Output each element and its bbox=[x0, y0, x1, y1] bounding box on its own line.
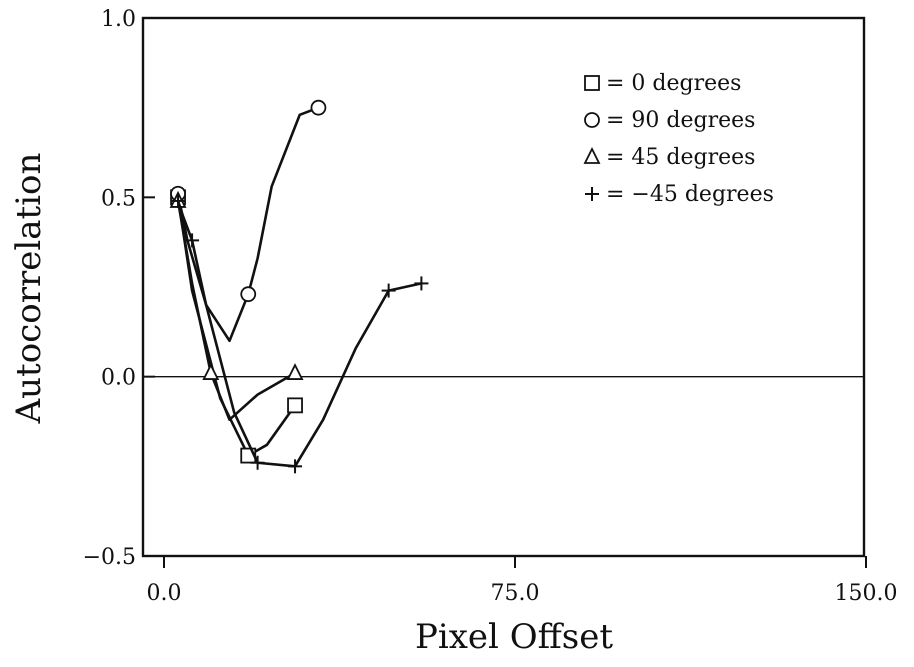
series-triangle bbox=[169, 190, 304, 422]
data-point-triangle bbox=[286, 363, 304, 380]
plot-frame bbox=[141, 16, 866, 558]
series-layer bbox=[169, 99, 429, 474]
data-point-circle bbox=[310, 99, 327, 116]
y-axis-title: Autocorrelation bbox=[9, 153, 49, 425]
legend-marker-square bbox=[584, 75, 600, 91]
series-plus bbox=[171, 193, 429, 474]
series-line-plus bbox=[176, 200, 422, 468]
data-point-plus bbox=[250, 455, 265, 470]
series-line-triangle bbox=[176, 200, 296, 422]
data-point-plus bbox=[185, 233, 200, 248]
data-point-triangle bbox=[202, 363, 220, 380]
legend-marker-triangle bbox=[583, 146, 601, 164]
data-point-plus bbox=[171, 193, 186, 208]
legend-label: = 45 degrees bbox=[606, 145, 755, 170]
x-axis-title: Pixel Offset bbox=[415, 617, 613, 657]
data-point-plus bbox=[414, 276, 429, 291]
legend-marker-plus bbox=[585, 187, 599, 201]
x-tick-label: 150.0 bbox=[835, 581, 898, 606]
data-point-square bbox=[287, 397, 303, 414]
data-point-circle bbox=[240, 286, 257, 303]
legend: = 0 degrees = 90 degrees = 45 degrees = −45… bbox=[583, 71, 774, 207]
data-point-plus bbox=[288, 459, 303, 474]
legend-label: = 0 degrees bbox=[606, 71, 741, 96]
y-tick-label: 0.0 bbox=[101, 366, 136, 391]
axis-ticks bbox=[143, 17, 867, 568]
y-tick-label: −0.5 bbox=[83, 545, 136, 570]
axis-tick-labels: 1.0 0.5 0.0 −0.5 0.0 75.0 150.0 bbox=[83, 7, 898, 606]
legend-label: = 90 degrees bbox=[606, 108, 755, 133]
x-tick-label: 0.0 bbox=[147, 581, 182, 606]
y-tick-label: 1.0 bbox=[101, 7, 136, 32]
series-line-circle bbox=[176, 106, 319, 343]
series-circle bbox=[170, 99, 327, 343]
x-tick-label: 75.0 bbox=[491, 581, 540, 606]
y-tick-label: 0.5 bbox=[101, 186, 136, 211]
legend-marker-circle bbox=[584, 112, 600, 128]
data-point-plus bbox=[381, 283, 396, 298]
legend-label: = −45 degrees bbox=[606, 182, 774, 207]
